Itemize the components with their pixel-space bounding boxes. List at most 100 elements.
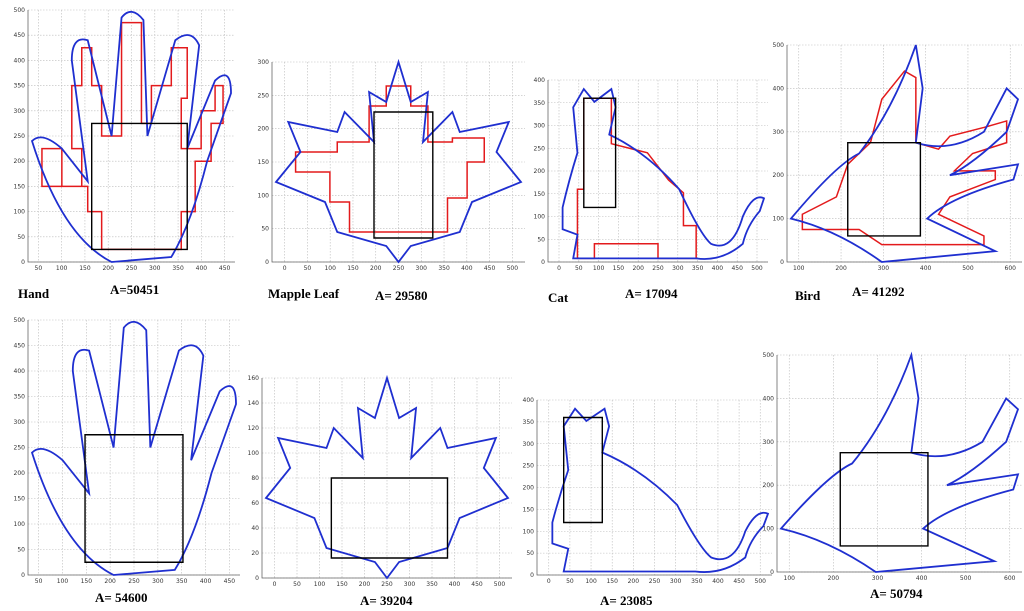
x-tick-label: 450	[733, 578, 745, 585]
y-tick-label: 0	[21, 572, 25, 579]
x-tick-label: 400	[920, 265, 932, 272]
y-tick-label: 250	[14, 133, 26, 140]
y-tick-label: 350	[534, 100, 546, 107]
y-tick-label: 0	[541, 259, 545, 266]
x-tick-label: 250	[649, 578, 661, 585]
x-tick-label: 500	[507, 265, 519, 272]
y-tick-label: 300	[14, 419, 26, 426]
x-tick-label: 350	[438, 265, 450, 272]
shape-outline	[552, 409, 768, 572]
panel: 0501001502002503003504004505000501001502…	[534, 77, 768, 305]
area-label: A= 54600	[95, 590, 148, 605]
area-label: A= 29580	[375, 288, 428, 303]
x-tick-label: 200	[835, 265, 847, 272]
y-tick-label: 50	[537, 236, 545, 243]
x-tick-label: 300	[152, 578, 164, 585]
y-tick-label: 450	[14, 32, 26, 39]
y-tick-label: 500	[773, 42, 785, 49]
x-tick-label: 50	[35, 578, 43, 585]
x-tick-label: 200	[102, 265, 114, 272]
x-tick-label: 400	[461, 265, 473, 272]
x-tick-label: 400	[200, 578, 212, 585]
y-tick-label: 150	[523, 506, 535, 513]
y-tick-label: 300	[523, 441, 535, 448]
y-tick-label: 0	[265, 259, 269, 266]
x-tick-label: 50	[293, 581, 301, 588]
shape-name: Mapple Leaf	[268, 286, 340, 301]
x-tick-label: 450	[224, 578, 236, 585]
x-tick-label: 150	[347, 265, 359, 272]
y-tick-label: 300	[773, 129, 785, 136]
y-tick-label: 200	[14, 158, 26, 165]
x-tick-label: 50	[35, 265, 43, 272]
x-tick-label: 50	[566, 578, 574, 585]
x-tick-label: 250	[381, 581, 393, 588]
shape-name: Hand	[18, 286, 50, 301]
y-tick-label: 350	[14, 394, 26, 401]
y-tick-label: 150	[258, 159, 270, 166]
x-tick-label: 200	[104, 578, 116, 585]
x-tick-label: 300	[670, 578, 682, 585]
x-tick-label: 200	[370, 265, 382, 272]
x-tick-label: 200	[828, 575, 840, 582]
y-tick-label: 200	[14, 470, 26, 477]
panel: 1002003004005006000100200300400500BirdA=…	[773, 42, 1022, 303]
y-tick-label: 400	[773, 85, 785, 92]
y-tick-label: 0	[780, 259, 784, 266]
shape	[781, 355, 1018, 572]
y-tick-label: 0	[255, 575, 259, 582]
shape	[791, 45, 1018, 262]
y-tick-label: 140	[248, 400, 260, 407]
x-tick-label: 450	[471, 581, 483, 588]
x-tick-label: 450	[484, 265, 496, 272]
grid-approximation	[42, 23, 223, 250]
y-tick-label: 100	[258, 192, 270, 199]
y-tick-label: 500	[14, 7, 26, 14]
y-tick-label: 20	[251, 550, 259, 557]
y-tick-label: 0	[530, 572, 534, 579]
y-tick-label: 300	[763, 439, 775, 446]
grid-approximation	[296, 86, 485, 232]
x-tick-label: 200	[628, 578, 640, 585]
area-label: A= 41292	[852, 284, 905, 299]
y-tick-label: 100	[773, 216, 785, 223]
y-tick-label: 500	[14, 317, 26, 324]
area-label: A= 39204	[360, 593, 413, 608]
x-tick-label: 0	[547, 578, 551, 585]
y-tick-label: 50	[261, 226, 269, 233]
x-tick-label: 100	[593, 265, 605, 272]
x-tick-label: 300	[149, 265, 161, 272]
y-tick-label: 300	[534, 123, 546, 130]
y-tick-label: 400	[763, 395, 775, 402]
x-tick-label: 250	[393, 265, 405, 272]
y-tick-label: 60	[251, 500, 259, 507]
x-tick-label: 150	[81, 578, 93, 585]
shape-name: Bird	[795, 288, 821, 303]
x-tick-label: 0	[273, 581, 277, 588]
x-tick-label: 500	[751, 265, 763, 272]
y-tick-label: 250	[14, 445, 26, 452]
y-tick-label: 100	[14, 209, 26, 216]
y-tick-label: 200	[258, 126, 270, 133]
y-tick-label: 250	[258, 92, 270, 99]
x-tick-label: 150	[606, 578, 618, 585]
y-tick-label: 150	[14, 496, 26, 503]
x-tick-label: 150	[79, 265, 91, 272]
x-tick-label: 450	[219, 265, 231, 272]
y-tick-label: 400	[534, 77, 546, 84]
y-tick-label: 250	[534, 145, 546, 152]
x-tick-label: 50	[304, 265, 312, 272]
x-tick-label: 100	[314, 581, 326, 588]
y-tick-label: 0	[770, 569, 774, 576]
x-tick-label: 150	[336, 581, 348, 588]
x-tick-label: 300	[872, 575, 884, 582]
x-tick-label: 150	[613, 265, 625, 272]
inscribed-rectangle	[564, 418, 603, 523]
x-tick-label: 200	[632, 265, 644, 272]
y-tick-label: 400	[14, 57, 26, 64]
x-tick-label: 500	[755, 578, 767, 585]
y-tick-label: 400	[14, 368, 26, 375]
x-tick-label: 350	[172, 265, 184, 272]
inscribed-rectangle	[848, 143, 921, 236]
